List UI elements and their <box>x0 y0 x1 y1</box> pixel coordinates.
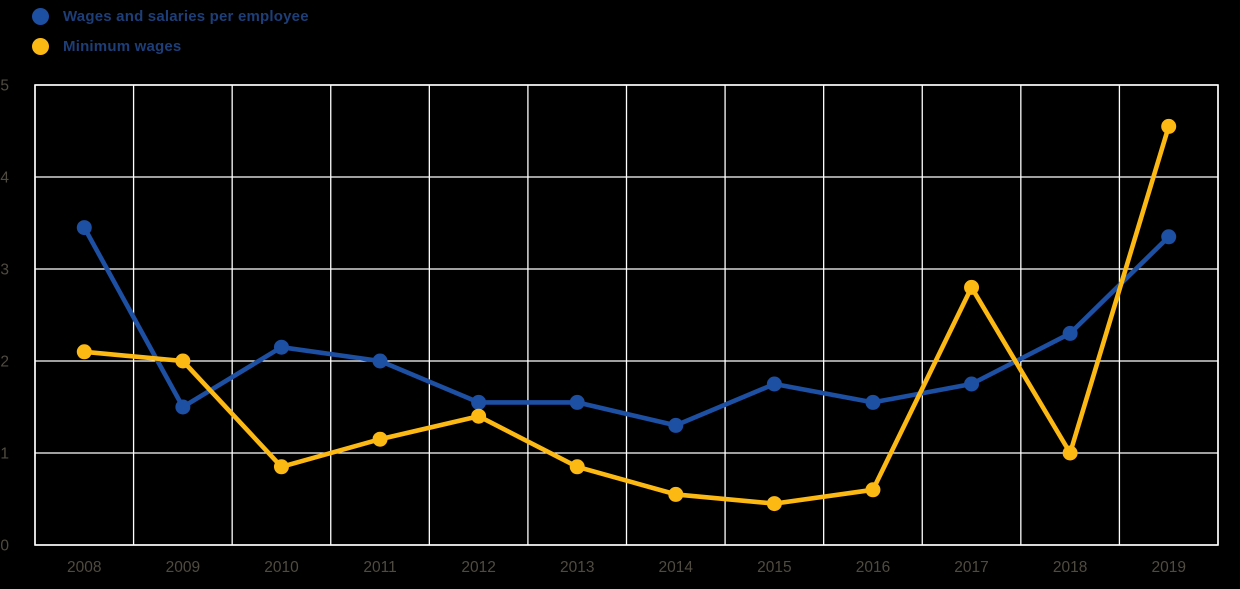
svg-text:2009: 2009 <box>166 559 200 576</box>
legend-label-minimum-wages: Minimum wages <box>63 37 182 55</box>
svg-text:2019: 2019 <box>1151 559 1185 576</box>
svg-text:5: 5 <box>0 78 9 95</box>
svg-text:2010: 2010 <box>264 559 299 576</box>
svg-text:2013: 2013 <box>560 559 594 576</box>
svg-text:2: 2 <box>0 354 9 371</box>
svg-text:2014: 2014 <box>659 559 694 576</box>
legend-swatch-wages-icon <box>32 7 49 25</box>
svg-text:2011: 2011 <box>363 559 396 576</box>
svg-text:1: 1 <box>0 446 9 463</box>
svg-text:2017: 2017 <box>954 559 988 576</box>
svg-text:3: 3 <box>0 262 9 279</box>
svg-text:2018: 2018 <box>1053 559 1087 576</box>
legend-item-minimum-wages[interactable]: Minimum wages <box>32 34 309 58</box>
legend: Wages and salaries per employee Minimum … <box>32 4 309 58</box>
svg-text:4: 4 <box>0 170 9 187</box>
legend-swatch-minimum-wages-icon <box>32 37 49 55</box>
legend-item-wages[interactable]: Wages and salaries per employee <box>32 4 309 28</box>
svg-text:2016: 2016 <box>856 559 890 576</box>
svg-text:2015: 2015 <box>757 559 791 576</box>
legend-label-wages: Wages and salaries per employee <box>63 7 309 25</box>
svg-text:2008: 2008 <box>67 559 101 576</box>
svg-text:0: 0 <box>0 538 9 555</box>
svg-text:2012: 2012 <box>461 559 495 576</box>
